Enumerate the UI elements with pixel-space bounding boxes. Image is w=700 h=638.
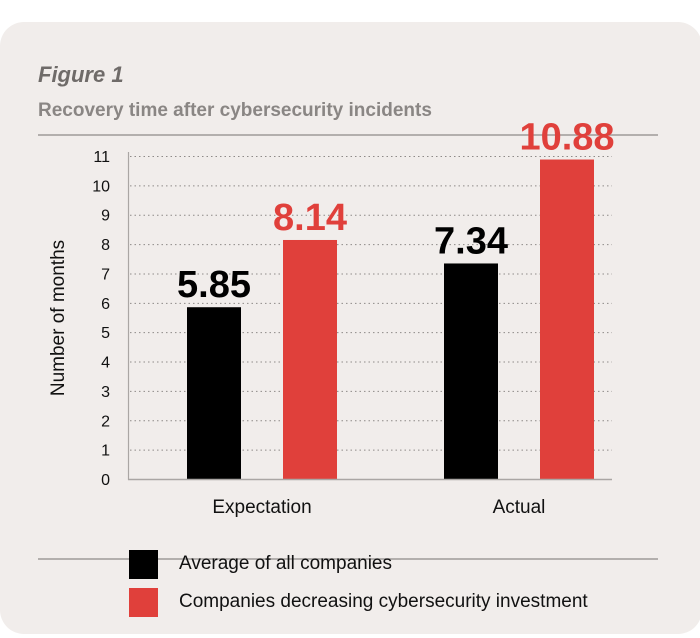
y-tick-label: 5 [101, 325, 110, 342]
legend-item-decreasing: Companies decreasing cybersecurity inves… [129, 587, 588, 617]
legend-label: Average of all companies [179, 553, 392, 574]
x-tick-label: Actual [493, 497, 546, 518]
bar [187, 307, 241, 479]
bar-value-label: 5.85 [177, 264, 251, 306]
legend-swatch-black [129, 549, 158, 579]
y-tick-label: 4 [101, 355, 110, 372]
figure-label: Figure 1 [38, 62, 124, 87]
x-tick-label: Expectation [212, 497, 311, 518]
bar [283, 239, 337, 479]
y-tick-labels: 0 1 2 3 4 5 6 7 8 9 10 11 [92, 149, 110, 489]
y-tick-label: 0 [101, 472, 110, 489]
bar-value-label: 8.14 [273, 197, 347, 239]
y-tick-label: 6 [101, 296, 110, 313]
y-axis-label: Number of months [48, 240, 69, 396]
y-tick-label: 3 [101, 384, 110, 401]
title-divider [38, 134, 658, 136]
legend-label: Companies decreasing cybersecurity inves… [179, 591, 588, 612]
legend-divider [38, 558, 658, 560]
gridlines [130, 156, 612, 451]
legend-swatch-red [129, 587, 158, 617]
figure-title: Recovery time after cybersecurity incide… [38, 100, 432, 121]
bar-value-label: 7.34 [434, 220, 508, 262]
bar-value-label: 10.88 [519, 117, 614, 159]
x-tick-labels: Expectation Actual [212, 497, 545, 518]
bar [540, 159, 594, 480]
y-tick-label: 7 [101, 266, 110, 283]
bar-value-labels: 5.85 7.34 8.14 10.88 [177, 117, 615, 307]
legend-item-average: Average of all companies [129, 549, 392, 579]
y-tick-label: 9 [101, 208, 110, 225]
bars [187, 159, 594, 480]
bar [444, 263, 498, 479]
y-tick-label: 11 [93, 149, 110, 166]
y-tick-label: 1 [101, 443, 110, 460]
y-tick-label: 8 [101, 237, 110, 254]
y-tick-label: 2 [101, 413, 110, 430]
y-tick-label: 10 [92, 178, 110, 195]
